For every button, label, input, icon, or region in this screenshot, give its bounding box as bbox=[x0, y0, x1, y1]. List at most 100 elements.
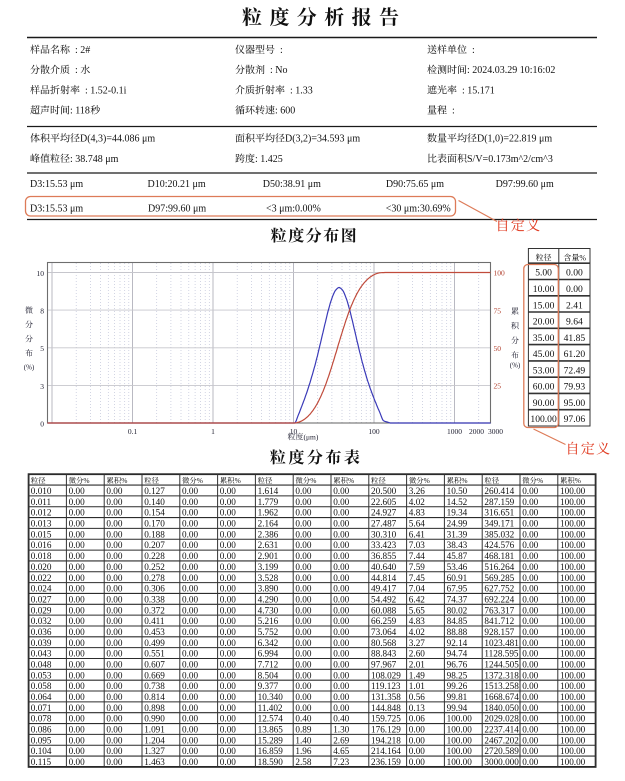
svg-text:8.504: 8.504 bbox=[258, 670, 279, 680]
svg-text:0.00: 0.00 bbox=[295, 573, 311, 583]
svg-text:61.20: 61.20 bbox=[564, 349, 586, 360]
svg-text:0.00: 0.00 bbox=[522, 519, 538, 529]
svg-text:0.00: 0.00 bbox=[182, 497, 198, 507]
svg-text:1244.505: 1244.505 bbox=[484, 660, 519, 670]
svg-text:0.00: 0.00 bbox=[220, 627, 236, 637]
svg-text:0.00: 0.00 bbox=[220, 529, 236, 539]
svg-text:15.00: 15.00 bbox=[533, 300, 555, 311]
svg-text:0.00: 0.00 bbox=[295, 497, 311, 507]
svg-text:11.402: 11.402 bbox=[258, 703, 283, 713]
svg-text:0.00: 0.00 bbox=[182, 584, 198, 594]
svg-text:0.00: 0.00 bbox=[69, 573, 85, 583]
svg-text:2720.589: 2720.589 bbox=[484, 746, 519, 756]
svg-text:2.69: 2.69 bbox=[333, 735, 349, 745]
svg-text:D3:15.53 μm: D3:15.53 μm bbox=[30, 179, 83, 190]
svg-text:0.00: 0.00 bbox=[69, 660, 85, 670]
svg-text:40.640: 40.640 bbox=[371, 562, 397, 572]
svg-text:(%): (%) bbox=[24, 364, 35, 372]
svg-text:0.00: 0.00 bbox=[106, 638, 122, 648]
svg-text:0.00: 0.00 bbox=[522, 497, 538, 507]
svg-text:0.00: 0.00 bbox=[106, 497, 122, 507]
svg-text:0.00: 0.00 bbox=[333, 649, 349, 659]
svg-text:16.859: 16.859 bbox=[258, 746, 284, 756]
svg-text:0.016: 0.016 bbox=[31, 540, 52, 550]
svg-text:1.30: 1.30 bbox=[333, 725, 349, 735]
svg-text:1.204: 1.204 bbox=[144, 735, 165, 745]
svg-text:73.064: 73.064 bbox=[371, 627, 397, 637]
svg-text:0.814: 0.814 bbox=[144, 692, 165, 702]
svg-text:0.00: 0.00 bbox=[220, 594, 236, 604]
svg-text:100.00: 100.00 bbox=[560, 660, 586, 670]
svg-text:0.00: 0.00 bbox=[220, 519, 236, 529]
svg-text:0.00: 0.00 bbox=[333, 562, 349, 572]
svg-text:0.00: 0.00 bbox=[220, 714, 236, 724]
svg-text:D10:20.21 μm: D10:20.21 μm bbox=[148, 179, 206, 190]
svg-text:4.02: 4.02 bbox=[409, 627, 425, 637]
svg-text:0.032: 0.032 bbox=[31, 616, 52, 626]
svg-text:0.00: 0.00 bbox=[333, 573, 349, 583]
svg-text:0.00: 0.00 bbox=[220, 605, 236, 615]
svg-text:0.00: 0.00 bbox=[522, 681, 538, 691]
svg-text:74.37: 74.37 bbox=[447, 594, 468, 604]
svg-text:D(3,2)=34.593 μm: D(3,2)=34.593 μm bbox=[285, 134, 360, 145]
svg-text:0.00: 0.00 bbox=[295, 508, 311, 518]
svg-text:27.487: 27.487 bbox=[371, 519, 397, 529]
svg-text:36.855: 36.855 bbox=[371, 551, 397, 561]
svg-text:0.00: 0.00 bbox=[220, 649, 236, 659]
svg-text:0.00: 0.00 bbox=[69, 616, 85, 626]
svg-text:100: 100 bbox=[368, 427, 380, 436]
svg-text:0.00: 0.00 bbox=[182, 627, 198, 637]
svg-text:0.00: 0.00 bbox=[333, 594, 349, 604]
svg-text:0.115: 0.115 bbox=[31, 757, 52, 767]
svg-text:2.58: 2.58 bbox=[295, 757, 311, 767]
svg-text:0.00: 0.00 bbox=[522, 551, 538, 561]
svg-text:0.00: 0.00 bbox=[220, 703, 236, 713]
svg-text:12.574: 12.574 bbox=[258, 714, 284, 724]
svg-text:4.83: 4.83 bbox=[409, 508, 425, 518]
svg-text:0.015: 0.015 bbox=[31, 529, 52, 539]
svg-text:99.81: 99.81 bbox=[447, 692, 468, 702]
svg-text:0.00: 0.00 bbox=[69, 649, 85, 659]
svg-text:0.00: 0.00 bbox=[522, 703, 538, 713]
svg-text:0.00: 0.00 bbox=[69, 703, 85, 713]
svg-text:25: 25 bbox=[494, 382, 502, 391]
svg-text:0.140: 0.140 bbox=[144, 497, 165, 507]
svg-text:0: 0 bbox=[40, 419, 44, 428]
svg-text:0.00: 0.00 bbox=[182, 540, 198, 550]
svg-text:3.528: 3.528 bbox=[258, 573, 279, 583]
svg-text:60.91: 60.91 bbox=[447, 573, 468, 583]
svg-text:7.59: 7.59 bbox=[409, 562, 425, 572]
svg-text:0.00: 0.00 bbox=[522, 627, 538, 637]
svg-text:0.00: 0.00 bbox=[522, 605, 538, 615]
svg-text:0.00: 0.00 bbox=[333, 508, 349, 518]
svg-text:1.327: 1.327 bbox=[144, 746, 165, 756]
svg-text:0.00: 0.00 bbox=[220, 486, 236, 496]
svg-text:5.64: 5.64 bbox=[409, 519, 425, 529]
svg-text:96.76: 96.76 bbox=[447, 660, 468, 670]
svg-text:0.00: 0.00 bbox=[106, 551, 122, 561]
svg-text:385.032: 385.032 bbox=[484, 529, 514, 539]
svg-text:20.00: 20.00 bbox=[533, 317, 555, 328]
svg-text:0.00: 0.00 bbox=[522, 638, 538, 648]
svg-text:10: 10 bbox=[37, 269, 45, 278]
svg-text:2000: 2000 bbox=[469, 427, 484, 436]
svg-text:0.00: 0.00 bbox=[106, 540, 122, 550]
svg-text:0.00: 0.00 bbox=[106, 725, 122, 735]
svg-text:0.00: 0.00 bbox=[182, 746, 198, 756]
svg-text:260.414: 260.414 bbox=[484, 486, 514, 496]
svg-text:20.500: 20.500 bbox=[371, 486, 397, 496]
svg-text:100.00: 100.00 bbox=[447, 757, 473, 767]
svg-text:0.00: 0.00 bbox=[220, 735, 236, 745]
svg-text::: : bbox=[447, 106, 455, 117]
svg-text:0.306: 0.306 bbox=[144, 584, 165, 594]
svg-text:7.23: 7.23 bbox=[333, 757, 349, 767]
svg-text:0.00: 0.00 bbox=[522, 714, 538, 724]
svg-text:100.00: 100.00 bbox=[560, 735, 586, 745]
svg-text:100.00: 100.00 bbox=[560, 757, 586, 767]
svg-text:%: % bbox=[579, 253, 586, 262]
svg-text:119.123: 119.123 bbox=[371, 681, 401, 691]
svg-text:38.43: 38.43 bbox=[447, 540, 468, 550]
svg-text:0.127: 0.127 bbox=[144, 486, 165, 496]
svg-text:0.00: 0.00 bbox=[333, 529, 349, 539]
svg-text:3.27: 3.27 bbox=[409, 638, 425, 648]
